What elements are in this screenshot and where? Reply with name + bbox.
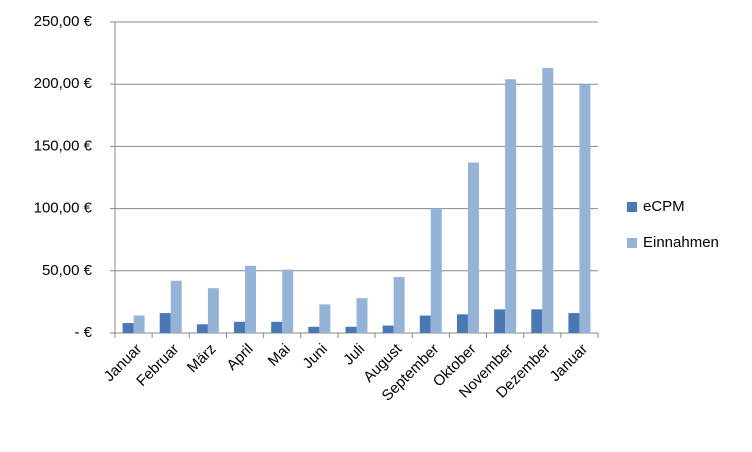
bar (308, 326, 320, 333)
x-tick-label: April (223, 341, 256, 374)
bar (356, 298, 368, 333)
bar (207, 288, 219, 333)
bar (531, 309, 543, 333)
bar (133, 315, 145, 333)
bar (456, 314, 468, 333)
bar (319, 304, 331, 333)
x-tick-label: Mai (265, 341, 294, 370)
bar (568, 313, 580, 333)
y-tick-label: 50,00 € (42, 262, 93, 279)
x-tick-label: März (184, 341, 220, 377)
y-tick-label: 200,00 € (34, 75, 93, 92)
x-tick-label: Juni (299, 341, 330, 372)
bar (234, 321, 246, 333)
y-tick-label: 150,00 € (34, 137, 93, 154)
bar (196, 324, 208, 333)
legend-label: Einnahmen (643, 234, 719, 251)
bar (494, 309, 506, 333)
legend-label: eCPM (643, 198, 685, 215)
bar (505, 79, 517, 333)
bar (467, 162, 479, 333)
bar (159, 313, 171, 333)
bar (122, 323, 134, 333)
x-tick-label: Februar (133, 341, 182, 390)
bar (542, 68, 554, 333)
bar (579, 84, 591, 333)
bar (419, 315, 431, 333)
x-tick-label: Juli (340, 341, 368, 369)
legend-swatch (627, 238, 637, 248)
bar (271, 321, 283, 333)
legend-swatch (627, 202, 637, 212)
y-tick-label: 250,00 € (34, 13, 93, 30)
y-tick-label: - € (74, 324, 92, 341)
bar (345, 326, 357, 333)
y-tick-label: 100,00 € (34, 200, 93, 217)
bar (382, 325, 394, 333)
x-tick-label: Januar (547, 341, 591, 385)
bar (170, 280, 182, 333)
bar (282, 269, 294, 333)
bar (245, 265, 257, 333)
bar (393, 277, 405, 333)
bar (430, 208, 442, 333)
